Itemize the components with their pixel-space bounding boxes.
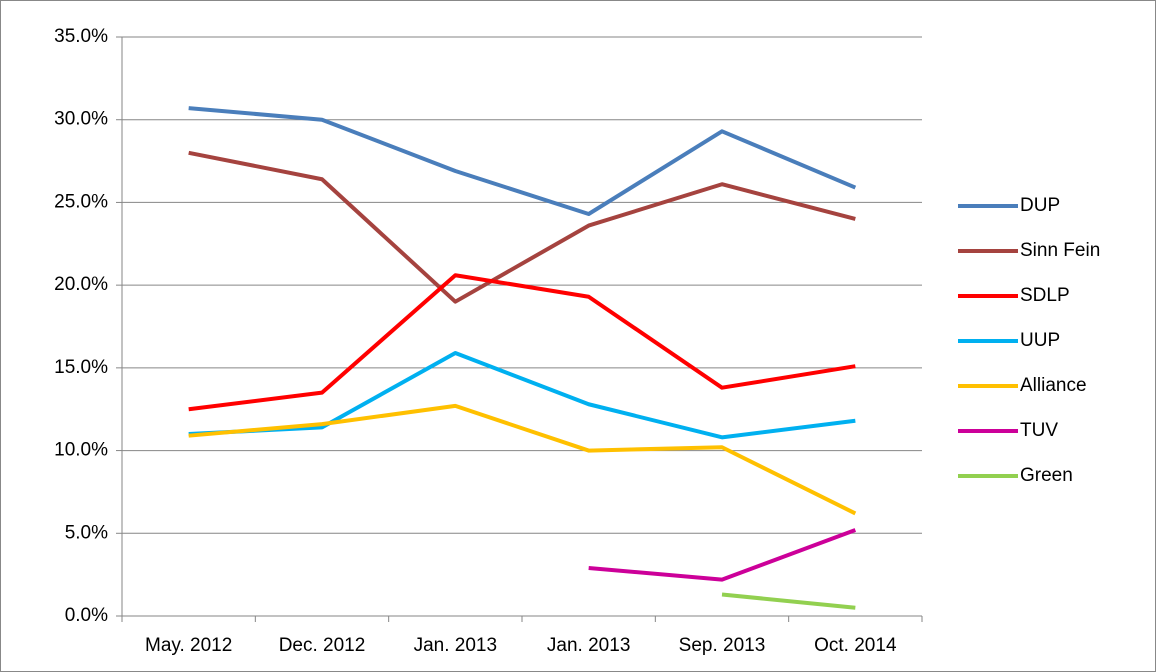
y-tick-label: 10.0%: [54, 440, 108, 461]
y-tick-label: 15.0%: [54, 357, 108, 378]
y-tick-label: 0.0%: [65, 605, 108, 626]
legend-label: UUP: [1020, 330, 1060, 351]
x-tick-label: Jan. 2013: [414, 635, 497, 656]
legend-label: TUV: [1020, 420, 1058, 441]
y-tick-label: 30.0%: [54, 109, 108, 130]
y-tick-label: 35.0%: [54, 26, 108, 47]
series-line: [188, 150, 856, 304]
x-tick-label: May. 2012: [145, 635, 232, 656]
y-tick-label: 25.0%: [54, 191, 108, 212]
legend-label: Alliance: [1020, 375, 1087, 396]
y-tick-label: 5.0%: [65, 522, 108, 543]
x-tick-label: Oct. 2014: [814, 635, 897, 656]
legend-label: Green: [1020, 465, 1073, 486]
series-line: [188, 403, 857, 516]
series-line: [188, 273, 856, 412]
y-tick-label: 20.0%: [54, 274, 108, 295]
x-tick-label: Jan. 2013: [547, 635, 630, 656]
series-line: [588, 528, 857, 582]
legend-label: Sinn Fein: [1020, 240, 1100, 261]
series-line: [188, 350, 856, 440]
legend-label: DUP: [1020, 195, 1060, 216]
series-line: [188, 106, 857, 217]
legend-label: SDLP: [1020, 285, 1070, 306]
series-line: [721, 592, 856, 610]
x-tick-label: Sep. 2013: [679, 635, 766, 656]
x-tick-label: Dec. 2012: [279, 635, 366, 656]
